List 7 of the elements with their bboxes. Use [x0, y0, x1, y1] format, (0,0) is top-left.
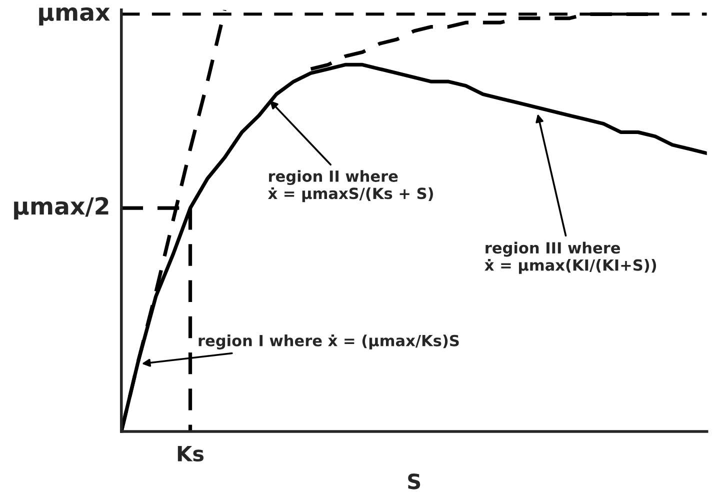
annotation: region I where ẋ = (μmax/Ks)S — [198, 334, 459, 350]
annotation: region II where ẋ = μmaxS/(Ks + S) — [268, 170, 433, 202]
annotation: region III where ẋ = μmax(KI/(KI+S)) — [484, 242, 656, 274]
text: Ks — [178, 446, 204, 462]
x-axis-title: S — [408, 474, 420, 490]
text: μmax/2 — [14, 197, 108, 220]
ref-line-label: μmax — [39, 7, 110, 26]
